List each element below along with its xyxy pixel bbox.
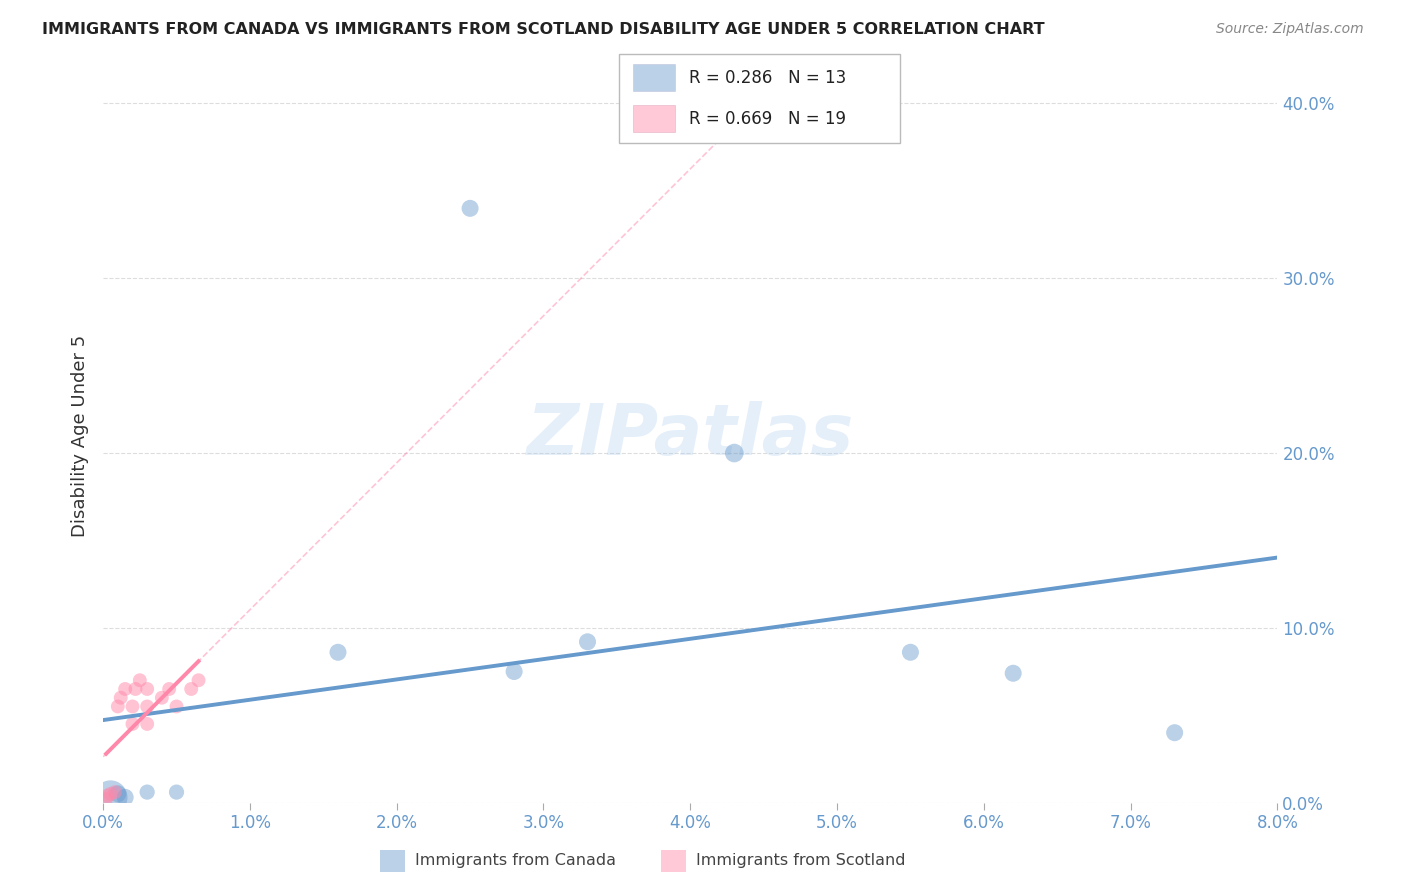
Point [100,790,122,805]
Point [136,717,159,731]
Point [166,699,188,714]
FancyBboxPatch shape [633,64,675,91]
Point [121,699,143,714]
Point [114,790,136,805]
Point [136,699,159,714]
Point [576,635,599,649]
Text: Source: ZipAtlas.com: Source: ZipAtlas.com [1216,22,1364,37]
Point [1002,666,1025,681]
Y-axis label: Disability Age Under 5: Disability Age Under 5 [72,334,89,537]
Point [114,681,136,696]
Point [110,690,132,705]
Point [107,699,129,714]
Point [136,785,159,799]
Point [187,673,209,688]
Point [100,787,122,801]
Point [150,690,173,705]
FancyBboxPatch shape [633,105,675,132]
FancyBboxPatch shape [619,54,900,143]
Text: Immigrants from Scotland: Immigrants from Scotland [696,853,905,868]
Point [723,446,745,460]
Point [166,785,188,799]
Text: Immigrants from Canada: Immigrants from Canada [415,853,616,868]
Text: ZIPatlas: ZIPatlas [527,401,853,470]
Point [180,681,202,696]
Point [124,681,146,696]
Point [157,681,180,696]
Point [1163,725,1185,739]
Point [121,717,143,731]
Point [136,681,159,696]
Text: R = 0.669   N = 19: R = 0.669 N = 19 [689,110,846,128]
Text: IMMIGRANTS FROM CANADA VS IMMIGRANTS FROM SCOTLAND DISABILITY AGE UNDER 5 CORREL: IMMIGRANTS FROM CANADA VS IMMIGRANTS FRO… [42,22,1045,37]
Text: R = 0.286   N = 13: R = 0.286 N = 13 [689,70,846,87]
Point [128,673,150,688]
Point [900,645,922,659]
Point [104,785,127,799]
Point [458,202,481,216]
Point [107,787,129,801]
Point [326,645,349,659]
Point [503,665,526,679]
Point [96,789,118,803]
Point [94,792,117,806]
